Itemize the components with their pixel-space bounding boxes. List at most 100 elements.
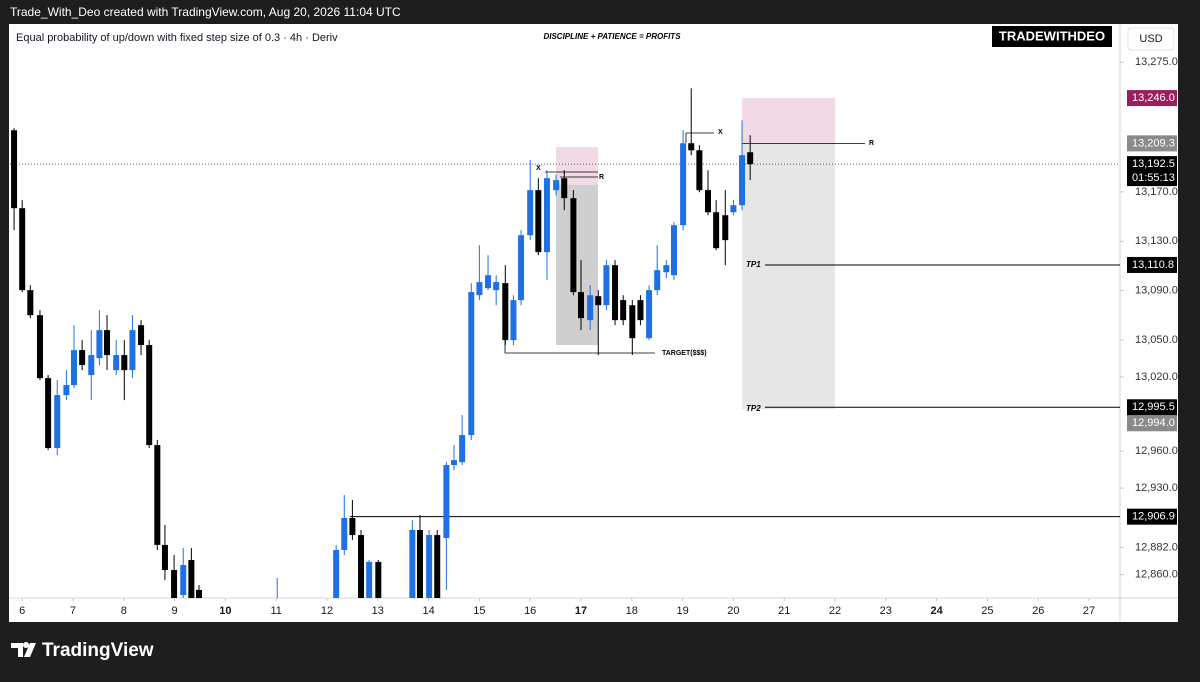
candle-body <box>518 235 525 301</box>
price-label-box <box>1127 90 1177 107</box>
x-tick-label: 19 <box>676 605 688 617</box>
candle-body <box>129 330 136 371</box>
candle-body <box>587 295 594 321</box>
brand: TradingView <box>42 640 154 661</box>
x-tick-label: 13 <box>372 605 384 617</box>
x-tick-label: 23 <box>880 605 892 617</box>
y-tick-label: 12,930.0 <box>1135 482 1178 494</box>
candle-body <box>161 544 168 570</box>
candle-body <box>459 435 466 463</box>
candle-body <box>45 378 52 449</box>
candle-body <box>476 282 483 296</box>
annotation-x: X <box>536 165 541 172</box>
candle-body <box>603 265 610 306</box>
chart-subtitle: DISCIPLINE + PATIENCE = PROFITS <box>543 32 681 41</box>
y-tick-label: 13,130.0 <box>1135 235 1178 247</box>
candle-body <box>570 198 577 293</box>
price-label: 12,994.0 <box>1132 417 1175 429</box>
candle-body <box>468 292 475 436</box>
tp2-label: TP2 <box>746 404 761 413</box>
candle-body <box>195 589 202 598</box>
price-label-box <box>1127 508 1177 525</box>
candle-body <box>739 155 746 206</box>
candle-body <box>730 205 737 213</box>
candle-body <box>188 559 195 598</box>
currency-button[interactable] <box>1127 27 1175 51</box>
x-tick-label: 21 <box>778 605 790 617</box>
watermark: TRADEWITHDEO <box>999 28 1105 43</box>
candle-body <box>333 549 340 598</box>
x-tick-label: 15 <box>473 605 485 617</box>
x-tick-label: 16 <box>524 605 536 617</box>
y-tick-label: 13,050.0 <box>1135 334 1178 346</box>
candle-body <box>104 330 111 356</box>
candle-body <box>543 178 550 253</box>
candle-body <box>434 535 441 598</box>
price-label: 13,209.3 <box>1132 137 1175 149</box>
candle-body <box>527 190 534 236</box>
x-tick-label: 9 <box>172 605 178 617</box>
candle-body <box>36 315 43 379</box>
candle-body <box>722 215 729 241</box>
candle-body <box>510 300 517 341</box>
x-tick-label: 14 <box>422 605 434 617</box>
candle-body <box>485 275 492 289</box>
candle-body <box>416 529 423 598</box>
candle-body <box>63 385 70 396</box>
y-tick-label: 13,090.0 <box>1135 285 1178 297</box>
price-label: 12,906.9 <box>1132 511 1175 523</box>
candle-body <box>96 330 103 359</box>
chart-title: Equal probability of up/down with fixed … <box>16 32 338 44</box>
candle-body <box>146 345 153 446</box>
candle-body <box>180 565 187 596</box>
annotation-target: TARGET($$$) <box>662 350 707 357</box>
logo-icon <box>11 642 36 657</box>
candle-body <box>358 535 365 598</box>
x-tick-label: 10 <box>219 605 231 617</box>
plot-area <box>10 88 1120 598</box>
price-label-box <box>1127 399 1177 416</box>
currency[interactable]: USD <box>1139 33 1162 45</box>
x-tick-label: 26 <box>1032 605 1044 617</box>
candle-body <box>535 190 542 253</box>
candle-body <box>409 529 416 598</box>
x-tick-label: 8 <box>121 605 127 617</box>
candle-body <box>747 152 754 165</box>
candle-body <box>637 300 644 321</box>
price-label: 13,192.5 <box>1132 158 1175 170</box>
candle-body <box>113 355 120 371</box>
price-label-box <box>1127 415 1177 432</box>
candle-body <box>553 180 560 191</box>
candle-body <box>493 282 500 291</box>
countdown: 01:55:13 <box>1132 172 1175 184</box>
candle-body <box>696 150 703 191</box>
x-tick-label: 22 <box>829 605 841 617</box>
x-tick-label: 25 <box>981 605 993 617</box>
attribution: Trade_With_Deo created with TradingView.… <box>10 5 401 19</box>
candle-body <box>349 518 356 536</box>
annotation-r: R <box>599 174 604 181</box>
candle-body <box>443 465 450 539</box>
x-tick-label: 18 <box>626 605 638 617</box>
x-tick-label: 11 <box>270 605 281 617</box>
candle-body <box>138 325 145 346</box>
watermark-box <box>992 26 1112 47</box>
x-tick-label: 12 <box>321 605 333 617</box>
candle-body <box>154 445 161 545</box>
x-tick-label: 7 <box>70 605 76 617</box>
candle-body <box>88 355 95 376</box>
candle-body <box>629 305 636 339</box>
candle-body <box>561 178 568 199</box>
price-label: 13,110.8 <box>1132 259 1174 271</box>
candle-body <box>341 518 348 550</box>
candle-body <box>680 143 687 226</box>
candle-body <box>426 535 433 598</box>
candle-body <box>502 283 509 341</box>
candle-body <box>366 561 373 598</box>
x-tick-label: 17 <box>575 605 587 617</box>
y-tick-label: 13,020.0 <box>1135 371 1178 383</box>
y-tick-label: 13,170.0 <box>1135 186 1178 198</box>
candle-body <box>612 265 619 321</box>
